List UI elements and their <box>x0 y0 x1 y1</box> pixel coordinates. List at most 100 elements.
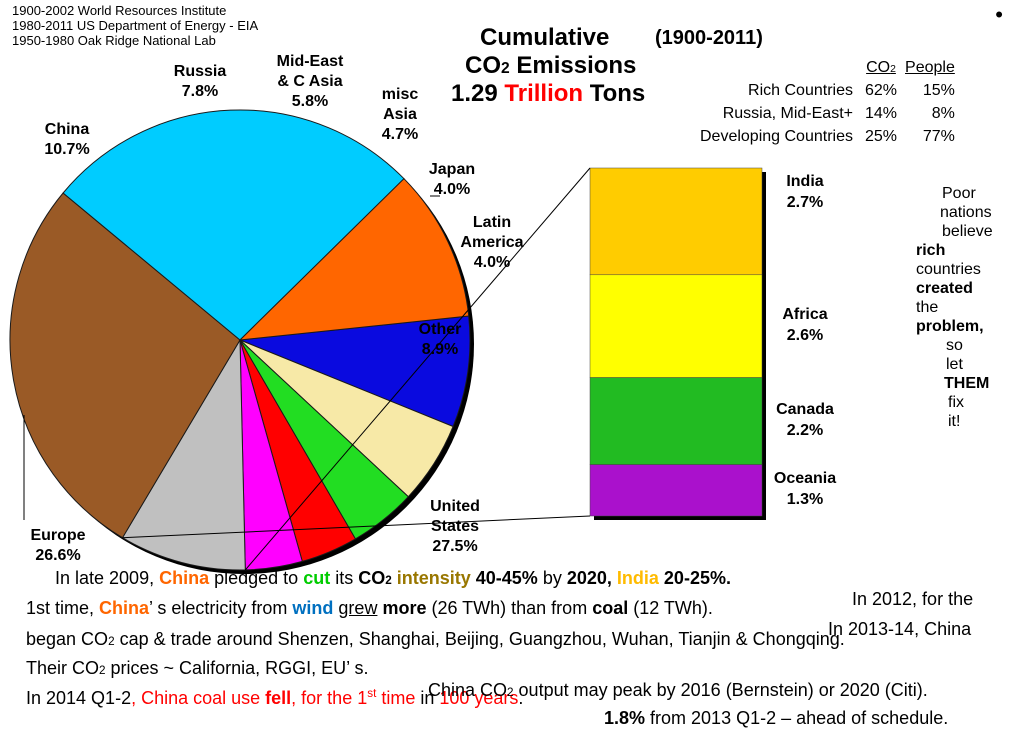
note-sub: 2 <box>108 635 115 648</box>
note-text: its <box>330 568 359 588</box>
source-line: 1950-1980 Oak Ridge National Lab <box>12 33 216 48</box>
note-text: In 2014 Q1-2 <box>26 688 132 708</box>
share-header-co2: CO2 <box>866 58 896 76</box>
poor-nations-word: rich <box>916 242 946 259</box>
pie-label: United States 27.5% <box>430 498 480 555</box>
note-overlay4: 1.8% from 2013 Q1-2 – ahead of schedule. <box>604 707 948 729</box>
note-china: China <box>159 568 210 588</box>
note-pct: 1.8% <box>604 708 646 728</box>
note-text: (12 TWh). <box>628 598 713 618</box>
note-text: began CO <box>26 629 109 649</box>
poor-nations-word: believe <box>942 223 993 240</box>
poor-nations-word: problem, <box>916 318 984 335</box>
bar-label: India 2.7% <box>786 171 823 213</box>
share-header-people: People <box>905 58 955 76</box>
poor-nations-word: the <box>916 299 939 316</box>
title-line1: Cumulative <box>480 24 610 51</box>
source-line: 1980-2011 US Department of Energy - EIA <box>12 18 259 33</box>
note-text: cap & trade around Shenzen, Shanghai, Be… <box>114 629 845 649</box>
bar-label-name: Africa <box>782 306 828 324</box>
note-sub: 2 <box>99 664 106 677</box>
poor-nations-note: Poor nations believe rich countries created th… <box>916 184 1006 431</box>
note-india: India <box>616 568 659 588</box>
pie-label: Mid-East & C Asia 5.8% <box>276 53 344 110</box>
note-text: (26 TWh) than from <box>426 598 593 618</box>
pie-label: Japan 4.0% <box>428 161 476 198</box>
pie-slice-china <box>238 177 470 341</box>
note-china: China <box>99 598 150 618</box>
note-line5: In 2014 Q1-2, China coal use fell, for t… <box>26 687 523 709</box>
pie-label: Europe 26.6% <box>30 527 86 564</box>
share-row-co2: 14% <box>864 104 898 122</box>
bar-segment-canada <box>589 377 763 465</box>
note-overlay1: In 2012, for the <box>852 589 974 609</box>
share-row: Rich Countries 62% 15% <box>696 79 959 102</box>
note-overlay2: In 2013-14, China <box>828 619 972 639</box>
connector-line-bottom <box>122 515 591 539</box>
note-text: prices ~ California, RGGI, EU’ s. <box>105 658 369 678</box>
note-text: In late 2009, <box>55 568 160 588</box>
share-row-people: 8% <box>931 104 955 122</box>
note-india-pct: 20-25%. <box>663 568 731 588</box>
note-text: output may peak by 2016 (Bernstein) or 2… <box>513 680 928 700</box>
poor-nations-word: so <box>946 337 963 354</box>
poor-nations-word: countries <box>916 261 981 278</box>
bar-label-name: Canada <box>776 401 834 419</box>
pie-label: Russia 7.8% <box>173 63 227 100</box>
note-line2: 1st time, China’ s electricity from wind… <box>26 597 713 619</box>
share-row-label: Rich Countries <box>748 81 853 99</box>
title-line2: CO2 Emissions <box>465 52 636 83</box>
bar-label: Canada 2.2% <box>776 399 834 441</box>
bullet-icon: • <box>995 2 1003 27</box>
pie-slice-europe <box>62 109 405 341</box>
share-row: Developing Countries 25% 77% <box>696 125 959 148</box>
bar-label: Oceania 1.3% <box>774 468 836 510</box>
pie-label: Latin America 4.0% <box>460 214 524 271</box>
title-emissions: Emissions <box>509 52 637 79</box>
note-text: 1st time, <box>26 598 100 618</box>
note-text: from 2013 Q1-2 – ahead of schedule. <box>645 708 949 728</box>
connector-line-top <box>244 167 591 571</box>
share-row-people: 15% <box>922 81 955 99</box>
source-line: 1900-2002 World Resources Institute <box>12 3 227 18</box>
note-year: 2020, <box>566 568 612 588</box>
pie-slice-other <box>121 338 246 571</box>
bar-label: Africa 2.6% <box>782 304 827 346</box>
note-more: more <box>382 598 427 618</box>
bar-segment-oceania <box>589 464 763 517</box>
sources: 1900-2002 World Resources Institute 1980… <box>12 3 258 48</box>
bar-label-value: 2.2% <box>786 422 824 440</box>
pie-chart <box>9 109 471 571</box>
note-intensity: intensity <box>396 568 471 588</box>
poor-nations-word: it! <box>948 413 961 430</box>
title-line3: 1.29 Trillion Tons <box>451 80 645 108</box>
stacked-bar <box>589 167 763 517</box>
note-text: pledged to <box>209 568 304 588</box>
title-years: (1900-2011) <box>655 27 763 49</box>
share-row-people: 77% <box>922 127 955 145</box>
title-trillion: Trillion <box>504 80 584 107</box>
note-line4: Their CO2 prices ~ California, RGGI, EU’… <box>26 657 368 682</box>
note-years: 100 years <box>439 688 519 708</box>
bar-label-value: 2.6% <box>786 327 824 345</box>
share-row-co2: 62% <box>864 81 898 99</box>
note-text: Their CO <box>26 658 100 678</box>
note-st: st <box>367 687 377 700</box>
note-pct: 40-45% <box>475 568 538 588</box>
poor-nations-word: let <box>946 356 963 373</box>
note-sub: 2 <box>385 574 392 587</box>
note-fell: fell <box>265 688 292 708</box>
note-text: in <box>415 688 440 708</box>
pie-label: misc Asia 4.7% <box>381 86 419 143</box>
share-row-label: Developing Countries <box>700 127 853 145</box>
note-text-red: , for the <box>291 688 358 708</box>
poor-nations-word: Poor <box>942 185 976 202</box>
note-cut: cut <box>303 568 331 588</box>
pie-slice-united-states <box>9 192 241 539</box>
note-co2: CO <box>358 568 386 588</box>
note-overlay3: China CO2 output may peak by 2016 (Berns… <box>428 679 928 704</box>
note-text: China CO <box>428 680 508 700</box>
note-time: time <box>376 688 416 708</box>
share-row-label: Russia, Mid-East+ <box>722 104 853 122</box>
